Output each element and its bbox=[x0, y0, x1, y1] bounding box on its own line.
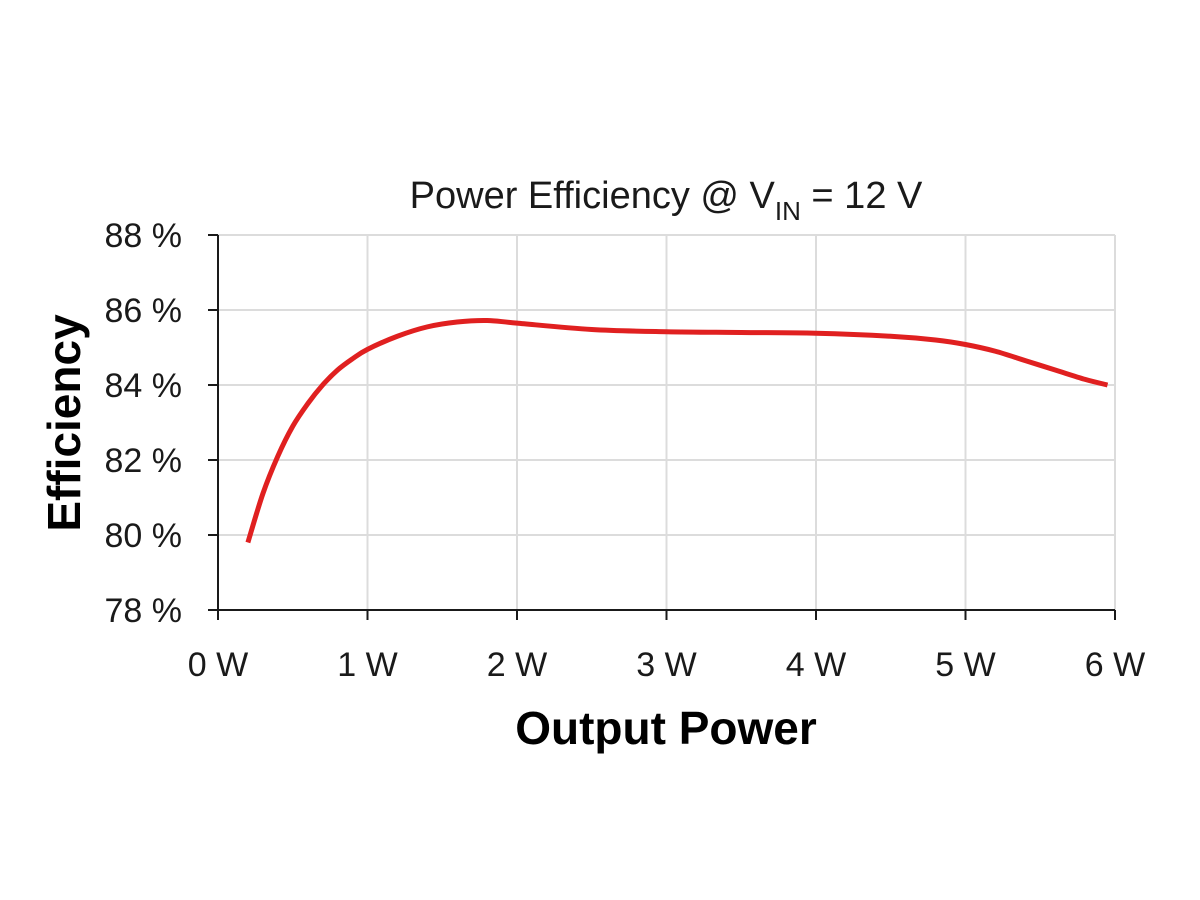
x-tick-label: 3 W bbox=[636, 646, 696, 684]
x-tick-label: 0 W bbox=[188, 646, 248, 684]
chart-title-subscript: IN bbox=[775, 196, 801, 226]
y-tick-label: 78 % bbox=[105, 592, 183, 630]
chart-title-main: Power Efficiency @ V bbox=[410, 175, 776, 217]
y-tick-label: 84 % bbox=[105, 367, 183, 405]
chart-title-suffix: = 12 V bbox=[801, 175, 923, 217]
x-tick-label: 1 W bbox=[337, 646, 397, 684]
series-group bbox=[245, 317, 1109, 544]
y-axis-ticks: 78 % 80 % 82 % 84 % 86 % 88 % bbox=[105, 217, 218, 630]
y-tick-label: 86 % bbox=[105, 292, 183, 330]
grid-lines bbox=[218, 234, 1116, 610]
y-tick-label: 82 % bbox=[105, 442, 183, 480]
x-tick-label: 2 W bbox=[487, 646, 547, 684]
y-axis-title: Efficiency bbox=[38, 314, 90, 532]
x-axis-ticks: 0 W 1 W 2 W 3 W 4 W 5 W 6 W bbox=[188, 610, 1145, 684]
x-tick-label: 6 W bbox=[1085, 646, 1145, 684]
efficiency-series-line bbox=[245, 317, 1109, 544]
chart-title: Power Efficiency @ VIN = 12 V bbox=[410, 175, 923, 226]
x-tick-label: 4 W bbox=[786, 646, 846, 684]
x-axis-title: Output Power bbox=[515, 702, 817, 754]
x-tick-label: 5 W bbox=[935, 646, 995, 684]
y-tick-label: 88 % bbox=[105, 217, 183, 255]
y-tick-label: 80 % bbox=[105, 517, 183, 555]
